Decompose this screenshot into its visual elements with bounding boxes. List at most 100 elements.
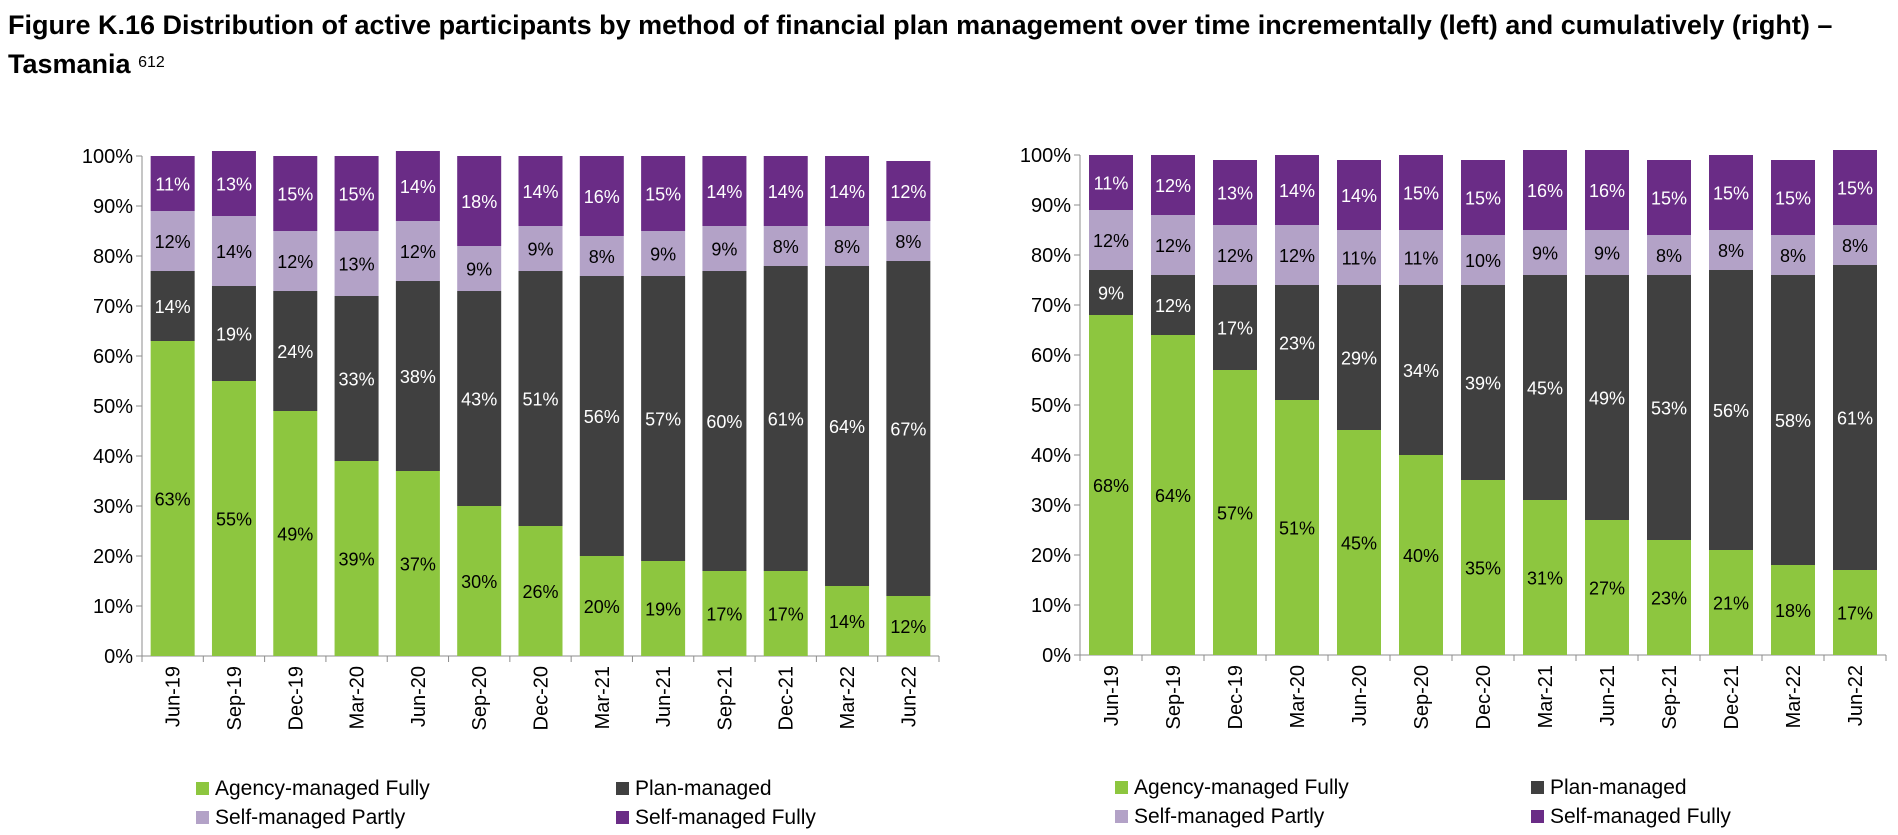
data-label: 17% xyxy=(1217,319,1253,339)
bar-segment-self-managed-fully xyxy=(395,151,440,221)
bar-segment-self-managed-fully xyxy=(211,151,256,216)
data-label: 26% xyxy=(522,582,558,602)
bar-segment-self-managed-fully xyxy=(1647,160,1691,235)
x-tick-label: Mar-21 xyxy=(1535,665,1557,728)
x-tick-label: Jun-19 xyxy=(163,666,185,727)
data-label: 8% xyxy=(1842,236,1868,256)
bar-segment-self-managed-fully xyxy=(641,156,686,231)
bar-segment-self-managed-partly xyxy=(1337,230,1381,285)
bar-segment-self-managed-partly xyxy=(641,231,686,276)
data-label: 8% xyxy=(1656,246,1682,266)
data-label: 12% xyxy=(890,182,926,202)
bar-segment-plan-managed xyxy=(1833,265,1877,570)
bar-segment-self-managed-fully xyxy=(825,156,870,226)
data-label: 49% xyxy=(1589,389,1625,409)
bar-segment-plan-managed xyxy=(1337,285,1381,430)
bar-segment-agency-managed-fully xyxy=(211,381,256,656)
bar-segment-plan-managed xyxy=(273,291,318,411)
bar-segment-agency-managed-fully xyxy=(641,561,686,656)
bar-segment-self-managed-fully xyxy=(1523,150,1567,230)
x-tick-label: Dec-21 xyxy=(1721,665,1743,729)
x-tick-label: Jun-21 xyxy=(653,666,675,727)
bar-segment-plan-managed xyxy=(1585,275,1629,520)
bar-segment-agency-managed-fully xyxy=(518,526,563,656)
bar-segment-plan-managed xyxy=(1399,285,1443,455)
bar-segment-plan-managed xyxy=(579,276,624,556)
x-tick-label: Jun-20 xyxy=(1349,665,1371,726)
bar-segment-plan-managed xyxy=(518,271,563,526)
bar-segment-self-managed-partly xyxy=(211,216,256,286)
bar-segment-plan-managed xyxy=(457,291,502,506)
y-tick-label: 50% xyxy=(93,396,133,418)
bar-segment-self-managed-fully xyxy=(1833,150,1877,225)
bar-segment-agency-managed-fully xyxy=(1399,455,1443,655)
data-label: 17% xyxy=(768,605,804,625)
bar-segment-self-managed-partly xyxy=(1399,230,1443,285)
bar-segment-self-managed-partly xyxy=(579,236,624,276)
x-tick-label: Jun-21 xyxy=(1597,665,1619,726)
bar-segment-agency-managed-fully xyxy=(395,471,440,656)
bar-segment-plan-managed xyxy=(1771,275,1815,565)
bar-segment-plan-managed xyxy=(825,266,870,586)
data-label: 11% xyxy=(1094,174,1129,194)
data-label: 15% xyxy=(1713,184,1749,204)
bar-segment-self-managed-partly xyxy=(1647,235,1691,275)
x-tick-label: Jun-22 xyxy=(1845,665,1867,726)
y-tick-label: 0% xyxy=(1042,645,1071,667)
data-label: 24% xyxy=(277,342,313,362)
bar-segment-self-managed-fully xyxy=(1399,155,1443,230)
bar-segment-plan-managed xyxy=(641,276,686,561)
data-label: 20% xyxy=(584,597,620,617)
bar-segment-self-managed-partly xyxy=(457,246,502,291)
bar-segment-self-managed-partly xyxy=(518,226,563,271)
bar-segment-self-managed-fully xyxy=(1089,155,1133,210)
data-label: 15% xyxy=(1651,189,1687,209)
bar-segment-agency-managed-fully xyxy=(273,411,318,656)
bar-segment-plan-managed xyxy=(1709,270,1753,550)
data-label: 14% xyxy=(829,182,865,202)
data-label: 15% xyxy=(1465,189,1501,209)
data-label: 56% xyxy=(584,407,620,427)
bar-segment-agency-managed-fully xyxy=(579,556,624,656)
data-label: 29% xyxy=(1341,349,1377,369)
x-tick-label: Dec-20 xyxy=(1473,665,1495,729)
data-label: 15% xyxy=(645,185,681,205)
data-label: 14% xyxy=(706,182,742,202)
legend-label: Agency-managed Fully xyxy=(1134,776,1349,799)
bar-segment-agency-managed-fully xyxy=(1151,335,1195,655)
data-label: 49% xyxy=(277,525,313,545)
figure-title: Figure K.16 Distribution of active parti… xyxy=(8,6,1888,84)
data-label: 30% xyxy=(461,572,497,592)
bar-segment-plan-managed xyxy=(1647,275,1691,540)
bar-segment-self-managed-partly xyxy=(1089,210,1133,270)
legend-swatch xyxy=(196,782,209,795)
x-tick-label: Sep-19 xyxy=(1163,665,1185,730)
figure-title-text: Figure K.16 Distribution of active parti… xyxy=(8,10,1833,79)
data-label: 15% xyxy=(277,185,313,205)
y-tick-label: 30% xyxy=(93,496,133,518)
bar-segment-plan-managed xyxy=(1151,275,1195,335)
data-label: 43% xyxy=(461,390,497,410)
y-tick-label: 70% xyxy=(93,296,133,318)
bar-segment-agency-managed-fully xyxy=(1337,430,1381,655)
bar-segment-plan-managed xyxy=(1213,285,1257,370)
bar-segment-self-managed-fully xyxy=(1709,155,1753,230)
data-label: 35% xyxy=(1465,559,1501,579)
data-label: 12% xyxy=(155,232,191,252)
data-label: 14% xyxy=(1341,186,1377,206)
data-label: 9% xyxy=(711,240,737,260)
legend-swatch xyxy=(1531,810,1544,823)
x-tick-label: Sep-21 xyxy=(714,666,736,731)
x-tick-label: Jun-20 xyxy=(408,666,430,727)
bar-segment-agency-managed-fully xyxy=(1523,500,1567,655)
data-label: 13% xyxy=(1217,184,1253,204)
bar-segment-self-managed-partly xyxy=(273,231,318,291)
bar-segment-plan-managed xyxy=(763,266,808,571)
data-label: 16% xyxy=(1527,181,1563,201)
data-label: 51% xyxy=(522,390,558,410)
data-label: 17% xyxy=(706,605,742,625)
data-label: 8% xyxy=(773,237,799,257)
bar-segment-self-managed-partly xyxy=(702,226,747,271)
data-label: 13% xyxy=(339,255,375,275)
bar-segment-self-managed-fully xyxy=(334,156,379,231)
